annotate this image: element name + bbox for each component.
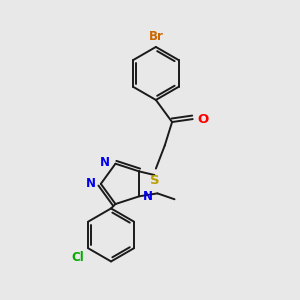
Text: N: N bbox=[100, 156, 110, 169]
Text: N: N bbox=[143, 190, 153, 203]
Text: O: O bbox=[197, 112, 208, 126]
Text: S: S bbox=[150, 174, 159, 188]
Text: Br: Br bbox=[148, 30, 163, 44]
Text: Cl: Cl bbox=[72, 251, 85, 264]
Text: N: N bbox=[85, 177, 95, 190]
